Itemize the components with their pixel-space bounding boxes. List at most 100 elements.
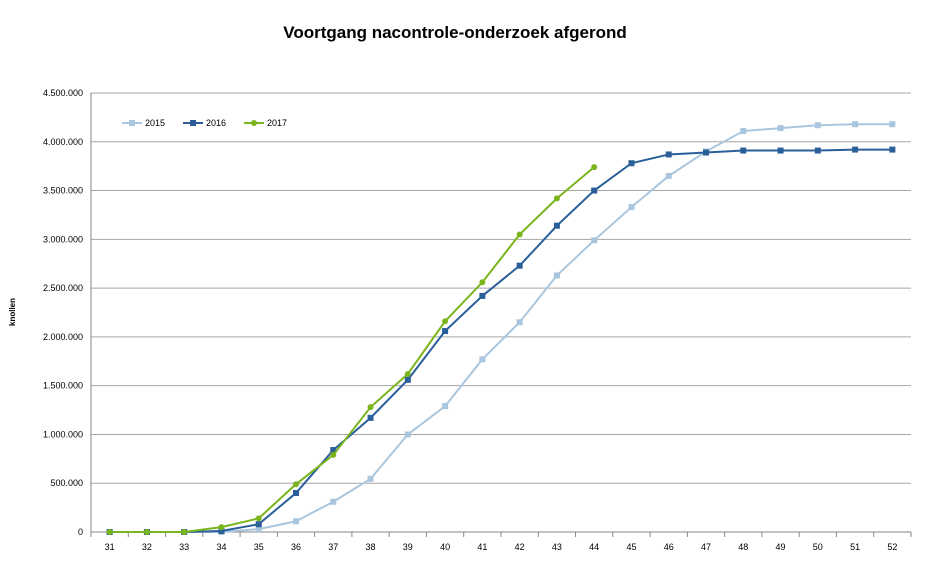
data-point bbox=[442, 328, 449, 335]
data-point bbox=[516, 262, 523, 269]
y-tick-label: 3.000.000 bbox=[43, 234, 83, 244]
x-tick-label: 32 bbox=[142, 542, 152, 552]
x-tick-label: 31 bbox=[105, 542, 115, 552]
x-tick-label: 52 bbox=[887, 542, 897, 552]
series-line bbox=[109, 123, 893, 533]
data-point bbox=[404, 376, 411, 383]
x-tick-label: 33 bbox=[179, 542, 189, 552]
x-tick-label: 40 bbox=[440, 542, 450, 552]
data-point bbox=[852, 146, 859, 153]
data-point bbox=[777, 147, 784, 154]
data-point bbox=[442, 403, 449, 410]
x-tick-label: 41 bbox=[477, 542, 487, 552]
data-point bbox=[106, 529, 113, 535]
legend-label: 2016 bbox=[206, 118, 226, 128]
data-point bbox=[553, 272, 560, 279]
data-point bbox=[330, 498, 337, 505]
series-2015 bbox=[106, 121, 896, 535]
y-tick-label: 500.000 bbox=[50, 478, 83, 488]
x-tick-label: 46 bbox=[664, 542, 674, 552]
y-tick-label: 1.500.000 bbox=[43, 381, 83, 391]
data-point bbox=[293, 489, 299, 496]
x-tick-label: 44 bbox=[589, 542, 599, 552]
x-tick-label: 51 bbox=[850, 542, 860, 552]
data-point bbox=[814, 147, 821, 154]
y-tick-label: 3.500.000 bbox=[43, 186, 83, 196]
chart-title: Voortgang nacontrole-onderzoek afgerond bbox=[283, 23, 626, 42]
data-point bbox=[553, 222, 560, 229]
x-tick-label: 35 bbox=[254, 542, 264, 552]
y-tick-label: 2.500.000 bbox=[43, 283, 83, 293]
legend-label: 2017 bbox=[267, 118, 287, 128]
data-point bbox=[190, 120, 196, 126]
data-point bbox=[479, 279, 486, 286]
data-point bbox=[665, 172, 672, 179]
y-tick-label: 2.000.000 bbox=[43, 332, 83, 342]
x-tick-label: 38 bbox=[366, 542, 376, 552]
data-point bbox=[293, 481, 299, 488]
x-tick-label: 36 bbox=[291, 542, 301, 552]
y-tick-label: 4.000.000 bbox=[43, 137, 83, 147]
series-line bbox=[109, 148, 893, 533]
data-point bbox=[665, 151, 672, 158]
x-tick-label: 43 bbox=[552, 542, 562, 552]
x-tick-label: 42 bbox=[515, 542, 525, 552]
data-point bbox=[143, 529, 150, 535]
x-tick-label: 47 bbox=[701, 542, 711, 552]
data-point bbox=[367, 414, 374, 421]
data-point bbox=[628, 204, 635, 211]
data-point bbox=[852, 121, 859, 128]
data-point bbox=[591, 164, 598, 171]
y-tick-label: 0 bbox=[78, 527, 83, 537]
data-point bbox=[218, 524, 225, 531]
y-tick-label: 1.000.000 bbox=[43, 429, 83, 439]
legend-item-2015: 2015 bbox=[122, 118, 165, 128]
y-tick-label: 4.500.000 bbox=[43, 88, 83, 98]
data-point bbox=[251, 120, 257, 126]
data-point bbox=[255, 521, 262, 528]
data-point bbox=[553, 195, 560, 202]
data-point bbox=[181, 529, 188, 535]
legend-item-2017: 2017 bbox=[244, 118, 287, 128]
x-tick-label: 49 bbox=[776, 542, 786, 552]
data-point bbox=[516, 319, 523, 326]
data-point bbox=[218, 528, 225, 535]
data-point bbox=[591, 187, 598, 194]
data-point bbox=[777, 125, 784, 132]
data-point bbox=[293, 518, 299, 525]
data-point bbox=[367, 475, 374, 482]
data-point bbox=[516, 231, 523, 238]
data-point bbox=[442, 318, 449, 325]
data-point bbox=[330, 447, 337, 454]
legend-label: 2015 bbox=[145, 118, 165, 128]
data-point bbox=[703, 149, 709, 156]
x-tick-label: 37 bbox=[328, 542, 338, 552]
legend-item-2016: 2016 bbox=[183, 118, 226, 128]
data-point bbox=[628, 160, 635, 167]
y-axis-label: knollen bbox=[8, 298, 17, 326]
data-point bbox=[255, 526, 262, 533]
data-point bbox=[479, 356, 486, 363]
series-2017 bbox=[106, 164, 598, 535]
data-point bbox=[255, 515, 262, 522]
data-point bbox=[591, 237, 598, 244]
data-point bbox=[129, 120, 135, 126]
data-point bbox=[740, 147, 747, 154]
data-point bbox=[330, 451, 337, 458]
data-point bbox=[814, 122, 821, 129]
x-tick-label: 39 bbox=[403, 542, 413, 552]
data-point bbox=[889, 146, 896, 153]
data-point bbox=[889, 121, 896, 128]
data-point bbox=[479, 292, 486, 299]
data-point bbox=[404, 370, 411, 377]
data-point bbox=[367, 404, 374, 411]
x-tick-label: 48 bbox=[738, 542, 748, 552]
x-tick-label: 45 bbox=[626, 542, 636, 552]
x-tick-label: 34 bbox=[216, 542, 226, 552]
data-point bbox=[740, 128, 747, 135]
x-tick-label: 50 bbox=[813, 542, 823, 552]
series-line bbox=[109, 166, 595, 533]
data-point bbox=[404, 431, 411, 438]
